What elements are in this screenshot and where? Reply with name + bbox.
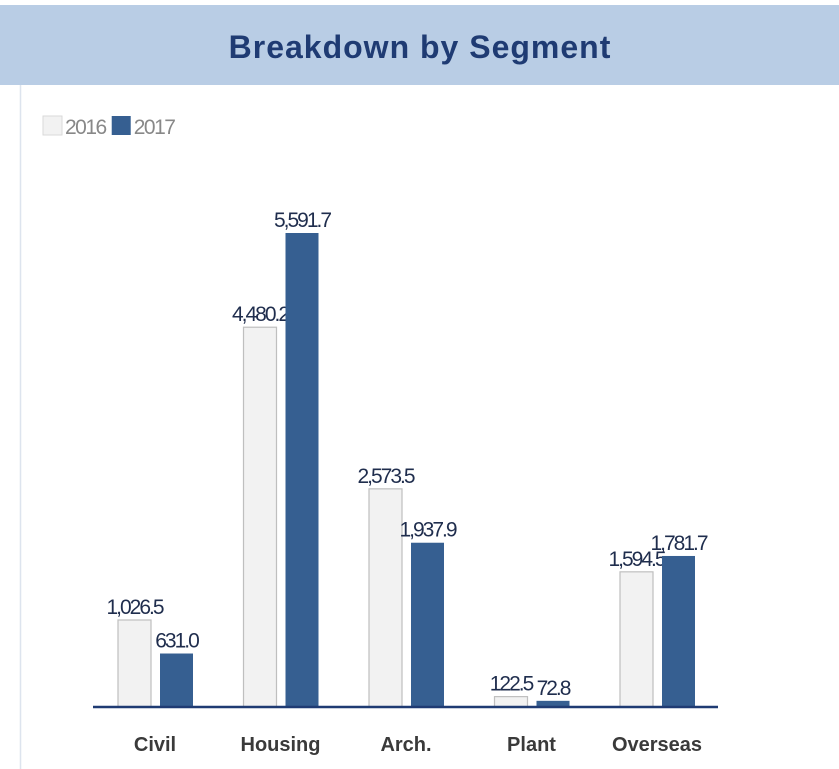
value-label: 4,480.2 [232,303,289,326]
x-tick-label: Plant [507,734,556,756]
x-tick-label: Civil [134,734,176,756]
legend-label: 2016 [65,116,107,139]
value-label: 72.8 [537,677,571,700]
header-band [0,5,839,85]
legend-swatch [111,116,131,135]
value-label: 631.0 [155,630,199,653]
bar [411,542,444,707]
x-tick-label: Housing [241,734,321,756]
bar [536,700,570,707]
bar [662,555,695,707]
value-label: 5,591.7 [274,209,331,232]
x-tick-label: Arch. [380,734,431,756]
x-tick-label: Overseas [612,734,702,756]
value-label: 1,026.5 [106,596,163,619]
legend-label: 2017 [134,116,176,139]
bar [619,571,654,708]
value-label: 1,781.7 [650,532,707,555]
bar [117,619,152,708]
value-label: 2,573.5 [357,465,414,488]
bar [368,488,403,708]
bar [242,326,278,708]
bar [493,696,529,708]
chart-title: Breakdown by Segment [229,29,612,65]
value-label: 1,594.5 [608,548,665,571]
legend-swatch [42,115,63,136]
value-label: 1,937.9 [399,519,456,542]
value-label: 122.5 [490,673,534,696]
bar [285,233,319,707]
bar [160,653,193,707]
